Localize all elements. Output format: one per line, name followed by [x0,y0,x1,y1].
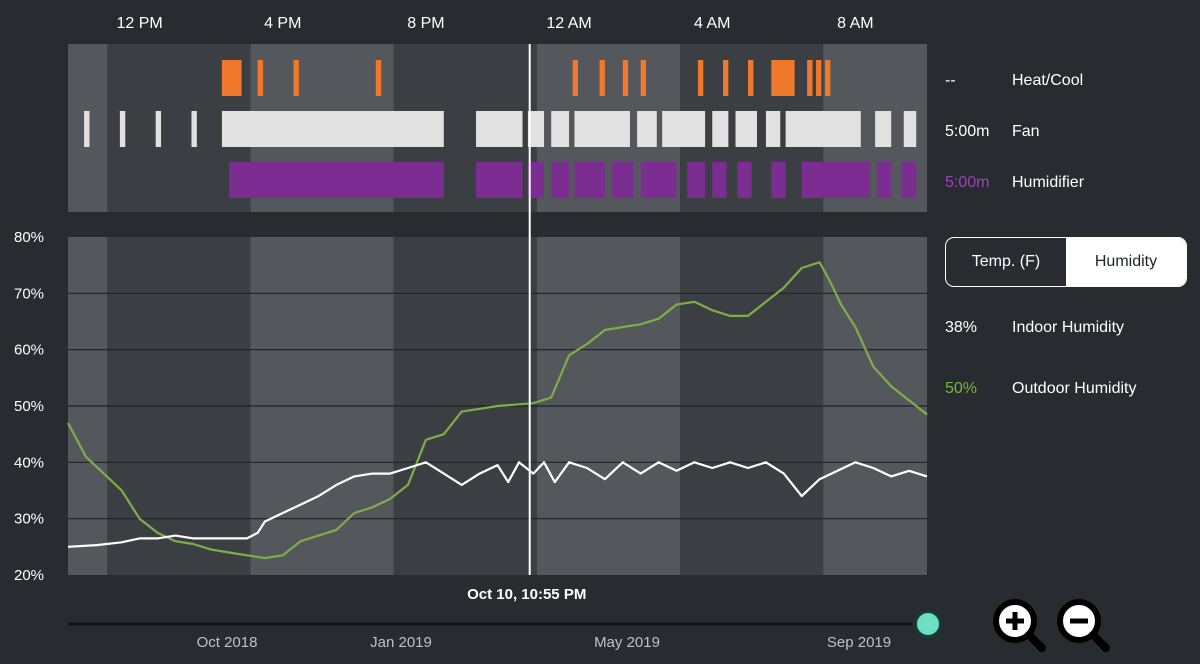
toggle-temp-button[interactable]: Temp. (F) [971,253,1041,270]
fan-event [875,111,892,147]
humidifier-event [551,162,570,198]
humidifier-event [901,162,917,198]
humidifier-event [801,162,870,198]
fan-event [119,111,126,147]
timeline-handle[interactable] [914,610,942,638]
heat-cool-event [807,60,813,96]
heat-cool-event [375,60,382,96]
indoor-humidity-label: Indoor Humidity [1012,319,1125,336]
heat-cool-event [816,60,822,96]
fan-event [712,111,729,147]
humidifier-event [229,162,444,198]
y-tick-label: 70% [14,285,44,302]
top-time-tick: 12 PM [116,15,162,32]
heat-cool-label: Heat/Cool [1012,72,1084,89]
humidifier-event [712,162,727,198]
heat-cool-event [640,60,647,96]
humidity-series [67,261,928,560]
heat-cool-event [771,60,795,96]
fan-event [735,111,757,147]
fan-event [155,111,162,147]
humidifier-label: Humidifier [1012,174,1085,191]
heat-cool-event [748,60,754,96]
fan-event [476,111,523,147]
toggle-humidity-button[interactable]: Humidity [1066,238,1186,286]
outdoor-humidity-value: 50% [945,380,978,397]
fan-event [574,111,630,147]
outdoor-humidity-label: Outdoor Humidity [1012,380,1137,397]
legend-outdoor-humidity: 50% Outdoor Humidity [945,380,1137,398]
fan-event [191,111,197,147]
legend-fan: 5:00m Fan [945,123,1040,141]
equipment-event-bars [84,60,917,198]
humidifier-event [640,162,677,198]
fan-event [785,111,861,147]
heat-cool-event [622,60,629,96]
legend-humidifier: 5:00m Humidifier [945,174,1084,192]
timeline-tick-label: Sep 2019 [827,634,891,651]
humidifier-event [687,162,706,198]
timeline-scrubber[interactable]: Oct 2018 Jan 2019 May 2019 Sep 2019 [68,622,912,651]
fan-event [637,111,657,147]
cursor-time-label: Oct 10, 10:55 PM [467,586,586,603]
axis-ticks: 80% 70% 60% 50% 40% 30% 20% 12 PM 4 PM 8 PM 12 AM 4… [14,15,874,584]
heat-cool-event [599,60,605,96]
zoom-in-icon[interactable] [990,596,1046,652]
humidifier-event [771,162,786,198]
y-tick-label: 50% [14,398,44,415]
heat-cool-event [293,60,299,96]
humidifier-runtime: 5:00m [945,174,990,191]
timeline-tick-label: Oct 2018 [197,634,258,651]
top-time-tick: 8 AM [837,15,873,32]
fan-event [765,111,781,147]
humidifier-event [574,162,605,198]
fan-label: Fan [1012,123,1040,140]
top-time-tick: 4 AM [694,15,730,32]
humidifier-event [476,162,523,198]
humidifier-event [876,162,892,198]
timeline-tick-label: Jan 2019 [370,634,432,651]
legend-indoor-humidity: 38% Indoor Humidity [945,319,1124,337]
fan-event [903,111,917,147]
heat-cool-event [221,60,242,96]
metric-toggle: Temp. (F) Humidity [945,237,1187,287]
heat-cool-event [824,60,831,96]
outdoor-humidity-line [67,261,928,560]
heat-cool-event [257,60,264,96]
humidifier-event [737,162,752,198]
indoor-humidity-line [67,461,928,548]
fan-runtime: 5:00m [945,123,990,140]
y-tick-label: 60% [14,342,44,359]
heat-cool-event [722,60,729,96]
fan-event [662,111,706,147]
fan-event [527,111,545,147]
y-tick-label: 80% [14,229,44,246]
y-tick-label: 30% [14,511,44,528]
fan-event [221,111,444,147]
humidifier-event [527,162,545,198]
y-tick-label: 20% [14,567,44,584]
heat-cool-runtime: -- [945,72,956,89]
legend-heat-cool: -- Heat/Cool [945,72,1083,90]
top-time-tick: 8 PM [407,15,444,32]
top-time-tick: 12 AM [546,15,591,32]
fan-event [551,111,570,147]
indoor-humidity-value: 38% [945,319,978,336]
top-time-tick: 4 PM [264,15,301,32]
heat-cool-event [697,60,704,96]
y-tick-label: 40% [14,454,44,471]
heat-cool-event [572,60,579,96]
timeline-tick-label: May 2019 [594,634,660,651]
zoom-out-icon[interactable] [1054,596,1110,652]
humidifier-event [612,162,634,198]
fan-event [84,111,90,147]
